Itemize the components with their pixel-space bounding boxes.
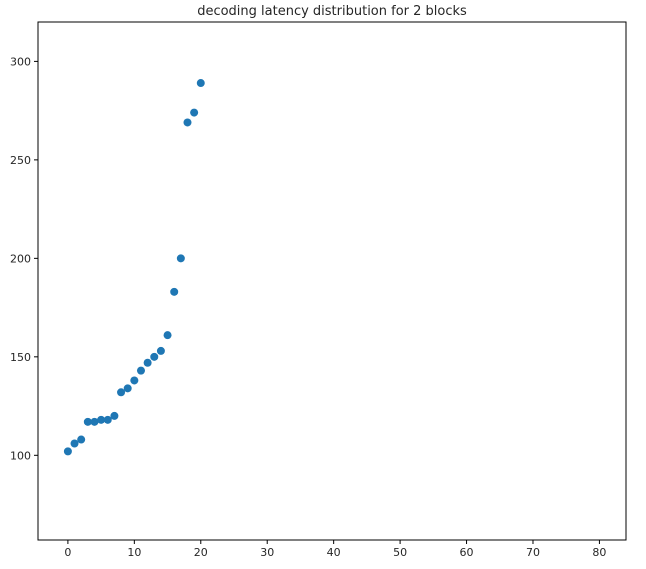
x-tick-label: 70 bbox=[526, 546, 540, 559]
y-tick-label: 250 bbox=[10, 154, 31, 167]
y-tick-label: 150 bbox=[10, 351, 31, 364]
data-point bbox=[176, 254, 185, 263]
data-point bbox=[143, 358, 152, 367]
data-point bbox=[97, 415, 106, 424]
data-point bbox=[156, 346, 165, 355]
data-point bbox=[123, 384, 132, 393]
chart-title: decoding latency distribution for 2 bloc… bbox=[197, 4, 467, 19]
x-tick-label: 50 bbox=[393, 546, 407, 559]
x-tick-label: 10 bbox=[127, 546, 141, 559]
data-point bbox=[117, 388, 126, 397]
x-tick-label: 80 bbox=[592, 546, 606, 559]
data-point bbox=[77, 435, 86, 444]
x-tick-label: 0 bbox=[64, 546, 71, 559]
data-point bbox=[163, 331, 172, 340]
data-point bbox=[70, 439, 79, 448]
data-point bbox=[83, 417, 92, 426]
data-point bbox=[63, 447, 72, 456]
data-point bbox=[103, 415, 112, 424]
data-point bbox=[196, 79, 205, 88]
y-tick-label: 300 bbox=[10, 55, 31, 68]
y-tick-label: 200 bbox=[10, 252, 31, 265]
data-point bbox=[150, 352, 159, 361]
data-point bbox=[183, 118, 192, 127]
x-tick-label: 60 bbox=[460, 546, 474, 559]
data-point bbox=[170, 287, 179, 296]
x-tick-label: 40 bbox=[327, 546, 341, 559]
data-point bbox=[130, 376, 139, 385]
data-point bbox=[90, 417, 99, 426]
y-tick-label: 100 bbox=[10, 449, 31, 462]
x-tick-label: 20 bbox=[194, 546, 208, 559]
data-point bbox=[190, 108, 199, 117]
data-point bbox=[136, 366, 145, 375]
x-tick-label: 30 bbox=[260, 546, 274, 559]
data-point bbox=[110, 411, 119, 420]
plot-area: 0 10 20 30 40 50 60 70 80 100 150 200 250 300 bbox=[10, 55, 606, 559]
axes-frame bbox=[37, 21, 627, 541]
